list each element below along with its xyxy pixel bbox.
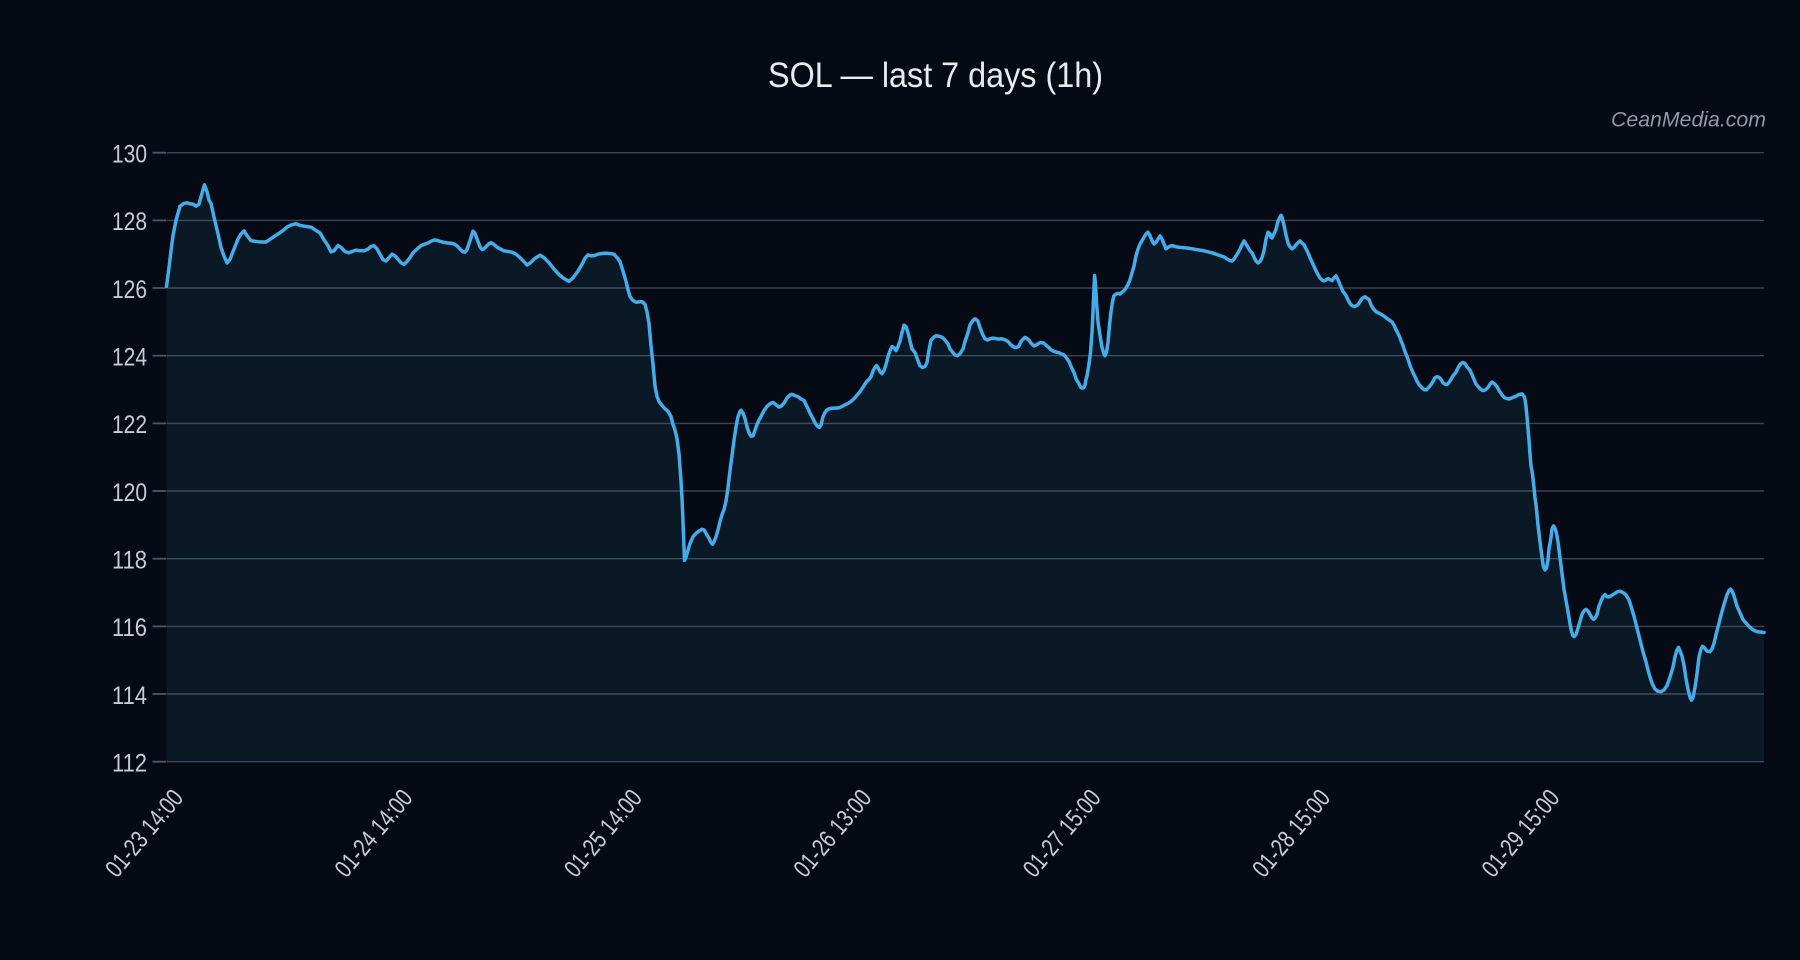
svg-text:SOL — last 7 days (1h): SOL — last 7 days (1h) <box>768 56 1103 95</box>
svg-text:122: 122 <box>112 411 147 439</box>
svg-text:130: 130 <box>112 141 147 169</box>
svg-text:116: 116 <box>112 614 147 642</box>
svg-text:124: 124 <box>112 344 147 372</box>
svg-text:112: 112 <box>112 750 147 778</box>
svg-text:114: 114 <box>112 682 147 710</box>
svg-text:120: 120 <box>112 479 147 507</box>
svg-text:128: 128 <box>112 208 147 236</box>
svg-text:118: 118 <box>112 547 147 575</box>
svg-text:CeanMedia.com: CeanMedia.com <box>1611 109 1766 132</box>
svg-text:126: 126 <box>112 276 147 304</box>
